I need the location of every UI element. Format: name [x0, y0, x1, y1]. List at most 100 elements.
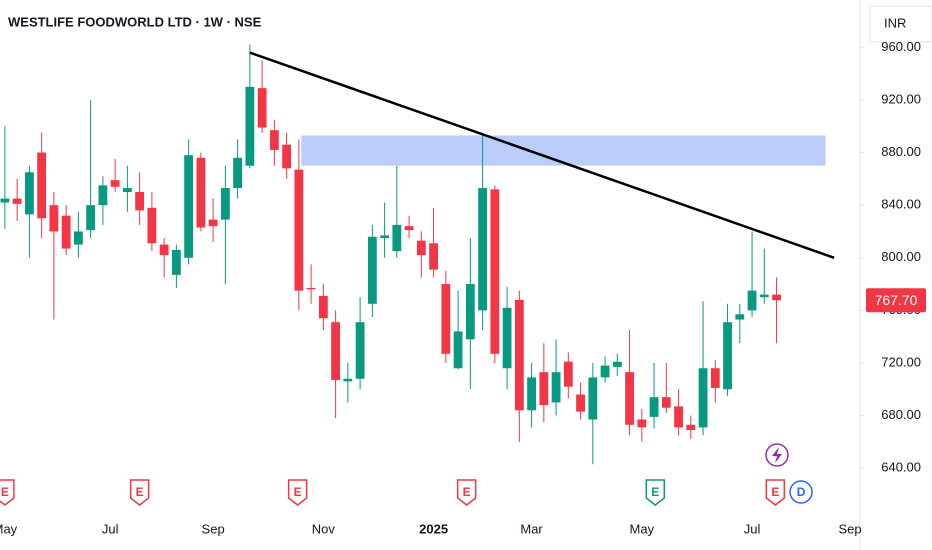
candle-body	[331, 322, 341, 381]
event-label: E	[463, 485, 471, 499]
candle-body	[563, 361, 573, 387]
candle-body	[429, 243, 439, 270]
candle-body	[49, 205, 59, 232]
x-tick-label: Mar	[520, 521, 543, 536]
y-tick-label: 680.00	[881, 407, 921, 422]
dividend-marker	[789, 480, 813, 504]
candle-body	[110, 180, 120, 187]
x-tick-label: Jul	[744, 521, 761, 536]
candle-body	[184, 155, 194, 258]
candle-body	[772, 294, 781, 301]
candle-body	[159, 244, 169, 256]
y-tick-label: 720.00	[881, 354, 921, 369]
candle-body	[527, 377, 536, 411]
candle-body	[61, 215, 71, 249]
candle-body	[282, 144, 292, 169]
candle-body	[220, 188, 230, 220]
candle-body	[122, 188, 132, 193]
candle-body	[686, 424, 696, 431]
candle-body	[478, 188, 487, 311]
y-tick-label: 880.00	[881, 144, 921, 159]
candle-body	[196, 157, 206, 228]
candle-body	[747, 290, 757, 311]
candle-body	[343, 378, 353, 382]
plot	[0, 44, 835, 465]
event-label: E	[1, 485, 9, 499]
candle-body	[661, 397, 671, 408]
candle-body	[759, 294, 769, 298]
earnings-marker	[765, 479, 786, 506]
candle-body	[539, 372, 549, 406]
candle-body	[355, 322, 365, 379]
x-tick-label: May	[0, 521, 18, 536]
candle-body	[465, 284, 475, 340]
candle-body	[392, 224, 402, 252]
candle-body	[514, 299, 524, 411]
candle-body	[245, 86, 255, 166]
candle-body	[600, 365, 610, 378]
y-tick-label: 920.00	[881, 91, 921, 106]
x-tick-label: Jul	[102, 521, 119, 536]
candle-body	[269, 130, 279, 150]
candle-body	[257, 88, 267, 128]
candle-body	[367, 236, 377, 304]
event-label: D	[797, 485, 806, 499]
candle-body	[98, 185, 108, 206]
earnings-marker	[645, 479, 666, 506]
candle-body	[86, 205, 96, 231]
candle-body	[318, 295, 328, 319]
candle-body	[380, 235, 390, 239]
candle-body	[723, 322, 732, 390]
x-tick-label: Sep	[202, 521, 225, 536]
candle-body	[37, 152, 47, 219]
candle-body	[208, 219, 218, 227]
currency: INR	[884, 15, 906, 30]
y-tick-label: 960.00	[881, 39, 921, 54]
chart-title: WESTLIFE FOODWORLD LTD · 1W · NSE	[8, 14, 262, 29]
candle-body	[588, 377, 598, 420]
last-price-box	[866, 288, 926, 313]
zone	[301, 135, 826, 166]
candle-body	[171, 249, 181, 275]
earnings-marker	[456, 479, 477, 506]
candle-body	[625, 372, 634, 425]
candle-body	[294, 169, 304, 291]
candle-body	[147, 207, 157, 244]
event-label: E	[771, 485, 779, 499]
candle-body	[735, 314, 745, 320]
candle-body	[710, 368, 720, 388]
candle-body	[12, 198, 22, 204]
y-tick-label: 800.00	[881, 249, 921, 264]
candle-body	[416, 240, 426, 256]
x-tick-label: Sep	[838, 521, 861, 536]
x-tick-label: 2025	[419, 521, 448, 536]
candle-body	[612, 361, 622, 367]
event-label: E	[294, 485, 302, 499]
flash-icon	[772, 447, 782, 463]
event-label: E	[651, 485, 659, 499]
candle-body	[698, 368, 708, 428]
earnings-marker	[0, 479, 15, 506]
candle-body	[490, 189, 500, 354]
earnings-marker	[287, 479, 308, 506]
currency-box[interactable]	[869, 5, 932, 43]
last-price-label: 767.70	[875, 292, 918, 308]
x-tick-label: Nov	[312, 521, 336, 536]
candle-body	[306, 288, 316, 290]
earnings-marker	[129, 479, 150, 506]
candle-body	[674, 406, 683, 428]
candle-body	[502, 307, 512, 369]
candle-body	[24, 172, 34, 215]
candle-body	[233, 157, 243, 189]
candle-body	[73, 231, 83, 245]
candle-body	[0, 198, 10, 203]
candle-body	[404, 226, 414, 231]
candle-body	[637, 419, 647, 428]
candle-body	[576, 394, 585, 412]
candle-body	[135, 192, 145, 211]
trendline	[249, 51, 835, 259]
candle-body	[441, 284, 451, 354]
candle-body	[551, 372, 561, 403]
